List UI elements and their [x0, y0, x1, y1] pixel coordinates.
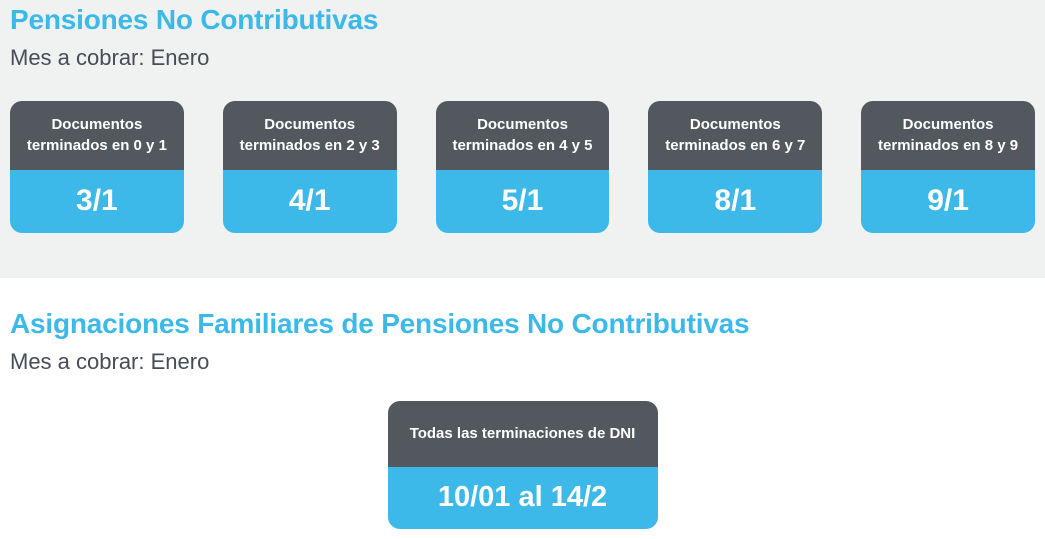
card-header-label: Documentos terminados en 4 y 5 — [435, 100, 610, 170]
card-header-label: Documentos terminados en 0 y 1 — [10, 100, 184, 170]
payment-card-doc-8-9: Documentos terminados en 8 y 9 9/1 — [861, 100, 1035, 233]
payment-card-doc-4-5: Documentos terminados en 4 y 5 5/1 — [435, 100, 610, 233]
section-pensiones-no-contributivas: Pensiones No Contributivas Mes a cobrar:… — [0, 0, 1045, 278]
payment-card-doc-6-7: Documentos terminados en 6 y 7 8/1 — [648, 100, 823, 233]
card-header-label: Todas las terminaciones de DNI — [387, 400, 658, 467]
month-to-collect-label: Mes a cobrar: Enero — [10, 45, 210, 71]
payment-cards-row: Todas las terminaciones de DNI 10/01 al … — [10, 400, 1035, 529]
payment-date-value: 3/1 — [10, 169, 184, 233]
page-title: Pensiones No Contributivas — [10, 4, 379, 35]
payment-date-value: 9/1 — [861, 169, 1035, 233]
payment-card-all-dni: Todas las terminaciones de DNI 10/01 al … — [387, 400, 658, 529]
payment-card-doc-2-3: Documentos terminados en 2 y 3 4/1 — [222, 100, 397, 233]
payment-card-doc-0-1: Documentos terminados en 0 y 1 3/1 — [10, 100, 184, 233]
section-asignaciones-familiares-pnc: Asignaciones Familiares de Pensiones No … — [0, 278, 1045, 529]
month-to-collect-label: Mes a cobrar: Enero — [10, 349, 210, 375]
card-header-label: Documentos terminados en 6 y 7 — [648, 100, 823, 170]
payment-date-value: 5/1 — [435, 169, 610, 233]
payment-cards-row: Documentos terminados en 0 y 1 3/1 Docum… — [10, 100, 1035, 233]
payment-date-value: 4/1 — [222, 169, 397, 233]
payment-date-range-value: 10/01 al 14/2 — [387, 466, 658, 529]
payment-date-value: 8/1 — [648, 169, 823, 233]
section-title: Asignaciones Familiares de Pensiones No … — [10, 308, 750, 339]
card-header-label: Documentos terminados en 2 y 3 — [222, 100, 397, 170]
card-header-label: Documentos terminados en 8 y 9 — [861, 100, 1035, 170]
